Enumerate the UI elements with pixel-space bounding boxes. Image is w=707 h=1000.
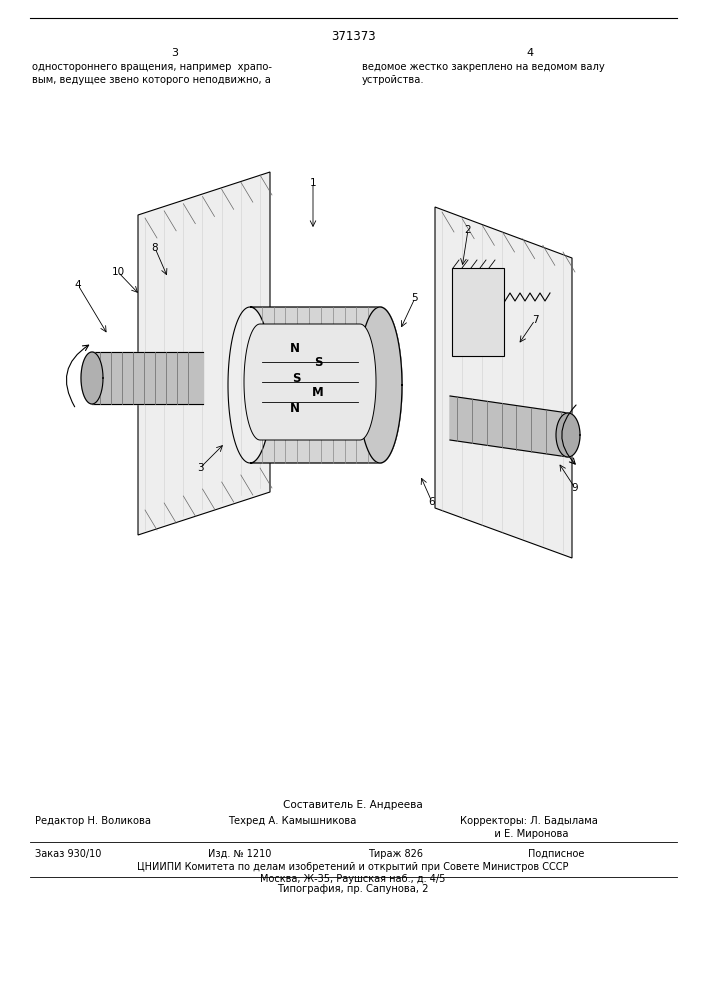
Text: Москва, Ж-35, Раушская наб., д. 4/5: Москва, Ж-35, Раушская наб., д. 4/5 [260, 874, 445, 884]
Text: Составитель Е. Андреева: Составитель Е. Андреева [283, 800, 423, 810]
Text: 10: 10 [112, 267, 124, 277]
Text: S: S [314, 357, 322, 369]
Text: N: N [290, 401, 300, 414]
Text: ведомое жестко закреплено на ведомом валу: ведомое жестко закреплено на ведомом вал… [362, 62, 604, 72]
Text: 3: 3 [172, 48, 178, 58]
Text: Техред А. Камышникова: Техред А. Камышникова [228, 816, 356, 826]
Polygon shape [244, 324, 376, 440]
Text: Заказ 930/10: Заказ 930/10 [35, 849, 101, 859]
Text: Типография, пр. Сапунова, 2: Типография, пр. Сапунова, 2 [277, 884, 428, 894]
Text: и Е. Миронова: и Е. Миронова [460, 829, 568, 839]
Text: Изд. № 1210: Изд. № 1210 [208, 849, 271, 859]
Polygon shape [556, 413, 580, 457]
Text: одностороннего вращения, например  храпо-: одностороннего вращения, например храпо- [32, 62, 272, 72]
Text: Корректоры: Л. Бадылама: Корректоры: Л. Бадылама [460, 816, 598, 826]
Text: 9: 9 [572, 483, 578, 493]
Text: ЦНИИПИ Комитета по делам изобретений и открытий при Совете Министров СССР: ЦНИИПИ Комитета по делам изобретений и о… [137, 862, 568, 872]
FancyBboxPatch shape [452, 268, 504, 356]
Text: N: N [290, 342, 300, 355]
Text: M: M [312, 386, 324, 399]
Text: 1: 1 [310, 178, 316, 188]
Text: Тираж 826: Тираж 826 [368, 849, 423, 859]
Text: 6: 6 [428, 497, 436, 507]
Text: S: S [292, 371, 300, 384]
Text: 5: 5 [411, 293, 419, 303]
Text: 4: 4 [75, 280, 81, 290]
Text: вым, ведущее звено которого неподвижно, а: вым, ведущее звено которого неподвижно, … [32, 75, 271, 85]
Polygon shape [81, 352, 103, 404]
Text: 4: 4 [527, 48, 534, 58]
Polygon shape [250, 307, 402, 463]
Polygon shape [435, 207, 572, 558]
Text: устройства.: устройства. [362, 75, 425, 85]
Text: Подписное: Подписное [528, 849, 585, 859]
Polygon shape [138, 172, 270, 535]
Text: 2: 2 [464, 225, 472, 235]
Text: 371373: 371373 [331, 30, 375, 43]
Text: 3: 3 [197, 463, 204, 473]
Text: 7: 7 [532, 315, 538, 325]
Text: Редактор Н. Воликова: Редактор Н. Воликова [35, 816, 151, 826]
Polygon shape [450, 396, 568, 457]
Polygon shape [358, 307, 402, 463]
Text: 8: 8 [152, 243, 158, 253]
